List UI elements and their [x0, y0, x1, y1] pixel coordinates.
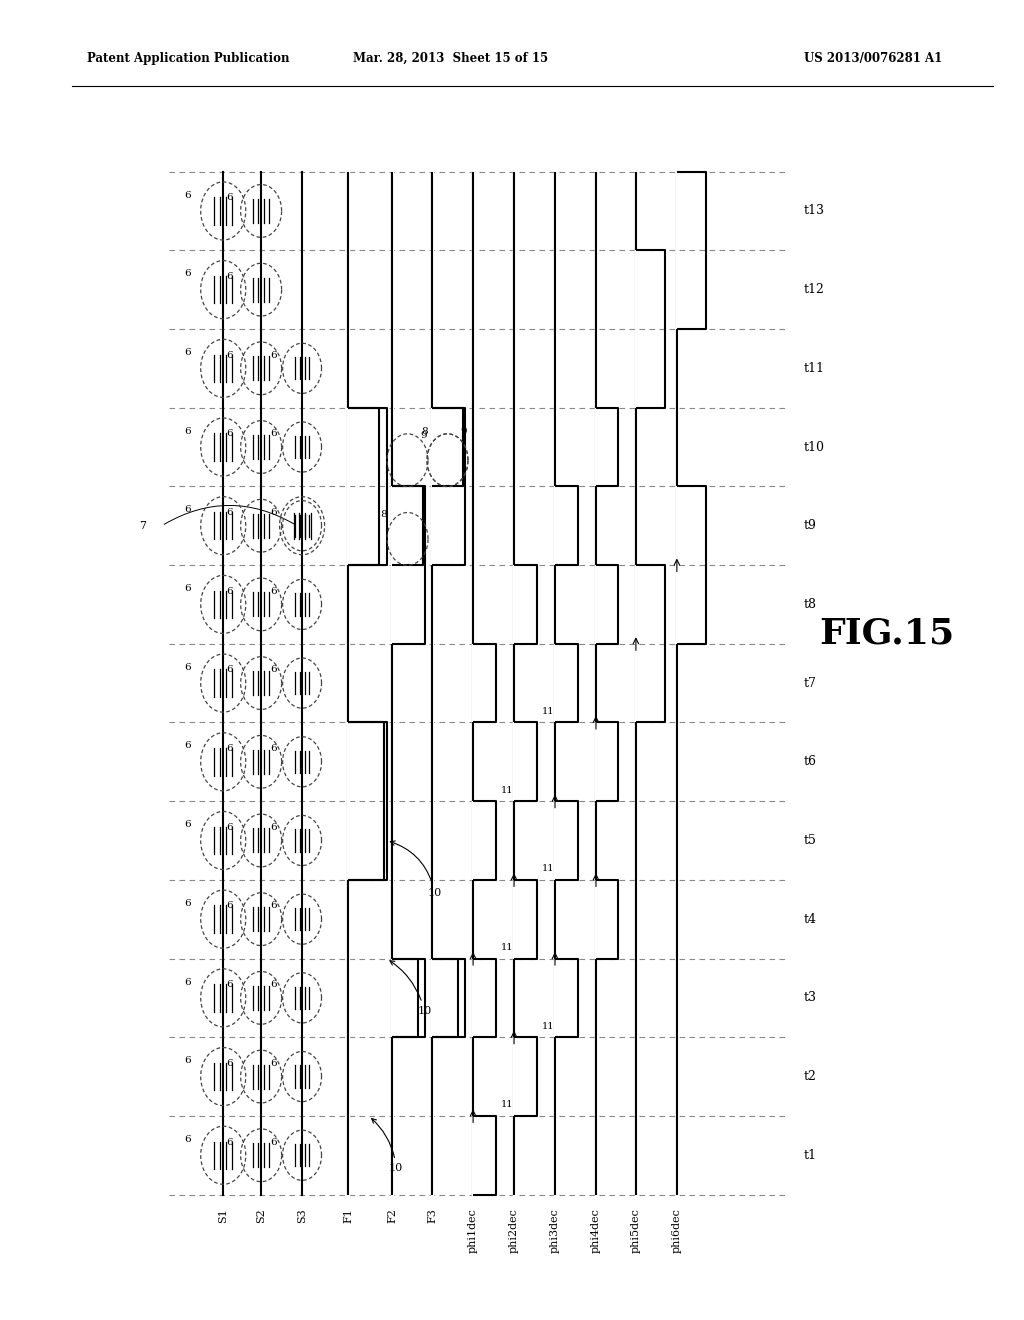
Text: 6: 6 — [184, 269, 190, 279]
Text: 6: 6 — [184, 190, 190, 199]
Text: t12: t12 — [804, 282, 824, 296]
Text: 6: 6 — [184, 426, 190, 436]
Text: t5: t5 — [804, 834, 817, 847]
Text: t9: t9 — [804, 519, 817, 532]
Text: phi6dec: phi6dec — [672, 1208, 682, 1253]
Text: 11: 11 — [501, 1101, 513, 1109]
Text: Patent Application Publication: Patent Application Publication — [87, 51, 290, 65]
Text: phi3dec: phi3dec — [550, 1208, 560, 1253]
Text: 6: 6 — [270, 586, 276, 595]
Text: 6: 6 — [184, 1056, 190, 1065]
Text: 6: 6 — [270, 902, 276, 911]
Text: 6: 6 — [226, 351, 232, 359]
Text: 8: 8 — [421, 426, 427, 436]
Text: t7: t7 — [804, 677, 817, 689]
Text: 6: 6 — [226, 1059, 232, 1068]
Text: S3: S3 — [297, 1208, 307, 1222]
Text: 6: 6 — [184, 1135, 190, 1144]
Text: 6: 6 — [184, 348, 190, 356]
Text: 9: 9 — [461, 426, 467, 436]
Text: 6: 6 — [226, 744, 232, 754]
Text: F3: F3 — [427, 1208, 437, 1222]
Text: S2: S2 — [256, 1208, 266, 1222]
Text: t3: t3 — [804, 991, 817, 1005]
Text: 6: 6 — [226, 272, 232, 281]
Text: 9: 9 — [421, 432, 427, 441]
Text: t10: t10 — [804, 441, 825, 454]
Text: F1: F1 — [343, 1208, 353, 1222]
Text: 6: 6 — [226, 508, 232, 517]
Text: 11: 11 — [542, 1022, 554, 1031]
Text: US 2013/0076281 A1: US 2013/0076281 A1 — [804, 51, 942, 65]
Text: 6: 6 — [226, 665, 232, 675]
Text: 6: 6 — [270, 508, 276, 517]
Text: t2: t2 — [804, 1071, 817, 1084]
Text: 11: 11 — [542, 865, 554, 874]
Text: 7: 7 — [139, 520, 146, 531]
Text: 6: 6 — [270, 822, 276, 832]
Text: phi4dec: phi4dec — [591, 1208, 601, 1253]
Text: t8: t8 — [804, 598, 817, 611]
Text: 6: 6 — [184, 899, 190, 908]
Text: F2: F2 — [387, 1208, 397, 1222]
Text: S1: S1 — [218, 1208, 228, 1222]
Text: 11: 11 — [542, 706, 554, 715]
Text: 6: 6 — [270, 981, 276, 989]
Text: 11: 11 — [501, 785, 513, 795]
Text: 6: 6 — [270, 1138, 276, 1147]
Text: Mar. 28, 2013  Sheet 15 of 15: Mar. 28, 2013 Sheet 15 of 15 — [353, 51, 548, 65]
Text: 6: 6 — [184, 978, 190, 986]
Text: 11: 11 — [501, 942, 513, 952]
Text: 6: 6 — [184, 583, 190, 593]
Text: 6: 6 — [270, 744, 276, 754]
Text: 6: 6 — [226, 429, 232, 438]
Text: t13: t13 — [804, 205, 825, 218]
Text: 6: 6 — [184, 506, 190, 515]
Text: 6: 6 — [226, 193, 232, 202]
Text: phi1dec: phi1dec — [468, 1208, 478, 1253]
Text: 6: 6 — [184, 663, 190, 672]
Text: phi5dec: phi5dec — [631, 1208, 641, 1253]
Text: 10: 10 — [390, 841, 441, 898]
Text: 6: 6 — [270, 1059, 276, 1068]
Text: 6: 6 — [270, 429, 276, 438]
Text: phi2dec: phi2dec — [509, 1208, 519, 1253]
Text: 6: 6 — [226, 822, 232, 832]
Text: t1: t1 — [804, 1148, 817, 1162]
Text: 6: 6 — [270, 351, 276, 359]
Text: 6: 6 — [184, 742, 190, 751]
Text: 10: 10 — [372, 1118, 403, 1173]
Text: 6: 6 — [226, 981, 232, 989]
Text: t6: t6 — [804, 755, 817, 768]
Text: 6: 6 — [184, 820, 190, 829]
Text: 8: 8 — [381, 510, 387, 519]
Text: t4: t4 — [804, 912, 817, 925]
Text: 6: 6 — [226, 1138, 232, 1147]
Text: FIG.15: FIG.15 — [819, 616, 954, 651]
Text: t11: t11 — [804, 362, 825, 375]
Text: 10: 10 — [390, 961, 431, 1015]
Text: 6: 6 — [226, 902, 232, 911]
Text: 6: 6 — [226, 586, 232, 595]
Text: 6: 6 — [270, 665, 276, 675]
